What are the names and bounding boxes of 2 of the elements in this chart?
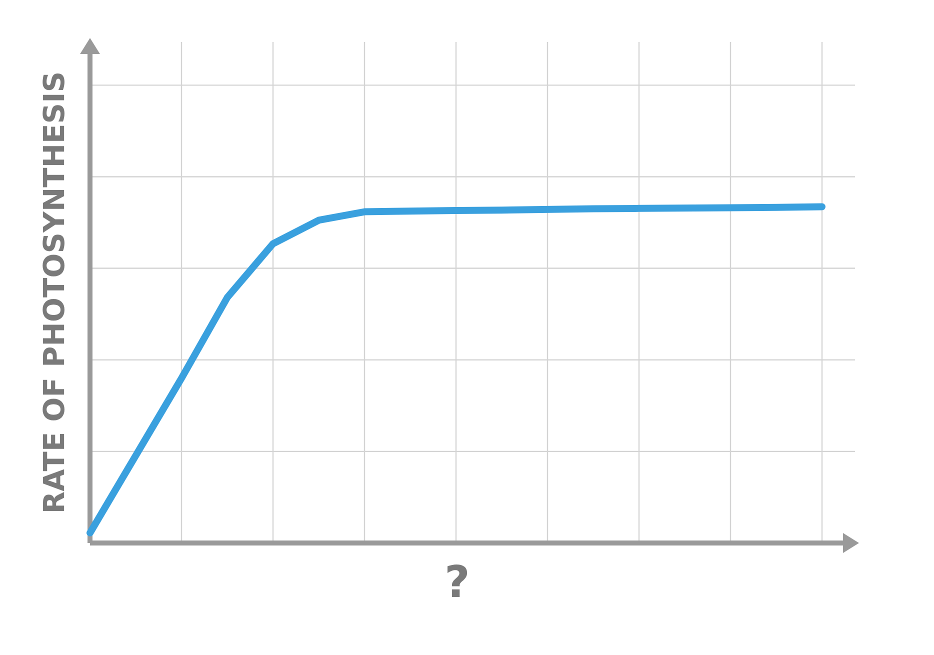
y-axis-title: RATE OF PHOTOSYNTHESIS	[42, 74, 64, 511]
x-axis-title: ?	[448, 564, 468, 598]
